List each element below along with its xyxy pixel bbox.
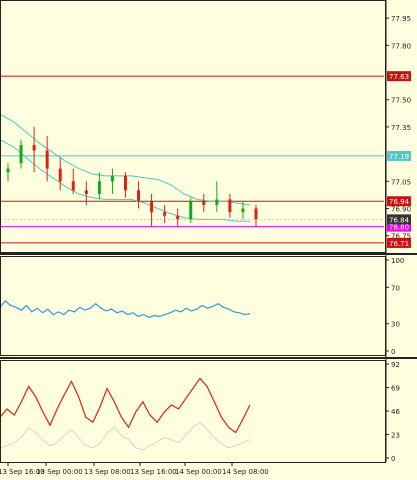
candle-body (45, 150, 49, 169)
level-label: 76.80 (389, 224, 409, 232)
y-tick-label: 30 (391, 321, 400, 329)
y-tick-label: 76.75 (391, 233, 411, 241)
y-tick-label: 0 (391, 348, 395, 356)
candle-body (32, 145, 36, 151)
y-tick-label: 0 (391, 455, 395, 463)
level-label-bg (387, 221, 411, 232)
y-tick-label: 77.35 (391, 124, 411, 132)
candle-body (176, 215, 180, 220)
candle-body (202, 201, 206, 205)
level-label: 77.63 (389, 73, 409, 81)
indicator-series-line (0, 300, 251, 318)
y-tick-label: 77.50 (391, 97, 411, 105)
level-label-bg (387, 71, 411, 82)
level-label-bg (387, 196, 411, 207)
x-tick-label: 13 Sep 16:00 (0, 468, 45, 476)
x-tick-label: 13 Sep 00:00 (36, 468, 83, 476)
y-tick-label: 46 (391, 408, 400, 416)
level-label: 77.19 (389, 153, 409, 161)
y-tick-label: 23 (391, 432, 400, 440)
candle-body (254, 208, 258, 220)
y-tick-label: 100 (391, 257, 404, 265)
y-tick-label: 77.95 (391, 15, 411, 23)
candle-body (163, 212, 167, 216)
y-tick-label: 77.80 (391, 42, 411, 50)
candle-body (228, 199, 232, 213)
candle-body (215, 199, 219, 205)
y-tick-label: 77.05 (391, 178, 411, 186)
candle-body (6, 168, 10, 173)
current-price-label-bg (387, 214, 411, 225)
level-label: 76.71 (389, 240, 409, 248)
y-tick-label: 69 (391, 385, 400, 393)
y-tick-label: 92 (391, 361, 400, 369)
indicator-panel-2: 92 69 46 23 0 (0, 361, 400, 463)
candle-body (241, 208, 245, 213)
level-label-bg (387, 150, 411, 161)
candle-body (97, 181, 101, 194)
indicator-series-line (0, 377, 251, 434)
candle-body (58, 168, 62, 182)
y-tick-label: 70 (391, 284, 400, 292)
candle-body (150, 201, 154, 213)
price-panel: 77.63 77.19 76.94 76.80 76.71 76.84 77.95 77.80… (0, 15, 411, 248)
candle-body (189, 201, 193, 220)
x-tick-label: 13 Sep 16:00 (130, 468, 177, 476)
candle-body (123, 175, 127, 191)
candle-body (71, 181, 75, 191)
candle-body (137, 190, 141, 202)
level-label-bg (387, 237, 411, 248)
indicator-series-line (0, 421, 251, 451)
candle-body (84, 190, 88, 194)
x-tick-label: 14 Sep 00:00 (175, 468, 222, 476)
current-price-label: 76.84 (389, 216, 410, 224)
level-label: 76.94 (389, 198, 410, 206)
y-tick-label: 76.90 (391, 205, 411, 213)
candle-body (110, 175, 114, 182)
x-tick-label: 14 Sep 08:00 (222, 468, 269, 476)
candle-body (19, 145, 23, 164)
x-tick-label: 13 Sep 08:00 (84, 468, 131, 476)
